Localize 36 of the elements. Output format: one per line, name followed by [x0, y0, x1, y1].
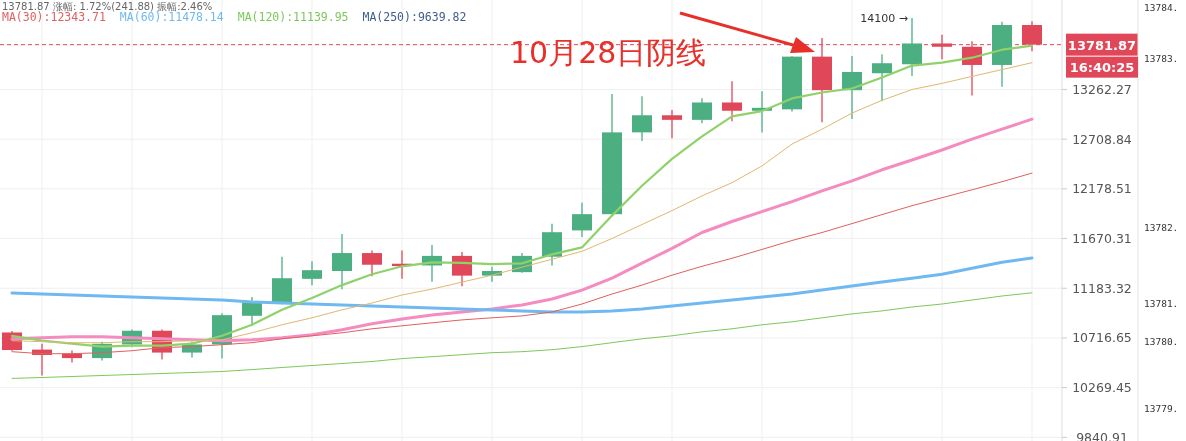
- y-tick-label: 10716.65: [1072, 330, 1132, 346]
- text: MA(60):11478.14: [119, 10, 224, 24]
- y-tick-label: 11183.32: [1072, 280, 1132, 296]
- y-tick-label: 9840.91: [1076, 429, 1128, 441]
- y-tick-label: 12178.51: [1072, 181, 1132, 197]
- text: MA(120):11139.95: [237, 10, 349, 24]
- candlestick: [302, 260, 322, 286]
- candlestick: [722, 80, 742, 122]
- candlestick: [242, 296, 262, 327]
- candlestick: [632, 95, 652, 142]
- y-tick-label: 12708.84: [1072, 131, 1132, 147]
- candlestick: [662, 109, 682, 139]
- text: 16:40:25: [1069, 59, 1135, 75]
- text: 13780.: [1144, 336, 1179, 347]
- candlestick: [872, 53, 892, 102]
- line-series: [11, 292, 1033, 379]
- text: 13779.: [1144, 403, 1179, 414]
- text: 13782.: [1144, 222, 1179, 233]
- candlestick: [572, 202, 592, 238]
- text: 13781.: [1144, 298, 1179, 309]
- candlestick: [362, 249, 382, 277]
- line-series: [10, 256, 1034, 314]
- annotation: 14100 →: [860, 12, 908, 26]
- text: 13783.: [1144, 53, 1179, 64]
- text: MA(30):12343.71: [2, 10, 106, 24]
- y-tick-label: 11670.31: [1072, 231, 1132, 247]
- y-tick-label: 10269.45: [1072, 380, 1132, 396]
- y-tick-label: 13262.27: [1072, 81, 1132, 97]
- text: 13784.: [1144, 2, 1179, 13]
- candlestick: [452, 251, 472, 287]
- candlestick: [332, 233, 352, 290]
- annotation: 13781.87 涨幅: 1.72%(241.88) 振幅:2.46%: [2, 1, 213, 12]
- annotation: 10月28日阴线: [510, 35, 707, 70]
- annotation: MA(250):9639.82: [362, 10, 467, 24]
- candlestick: [692, 97, 712, 124]
- ref-label: 13781.87: [1066, 33, 1138, 56]
